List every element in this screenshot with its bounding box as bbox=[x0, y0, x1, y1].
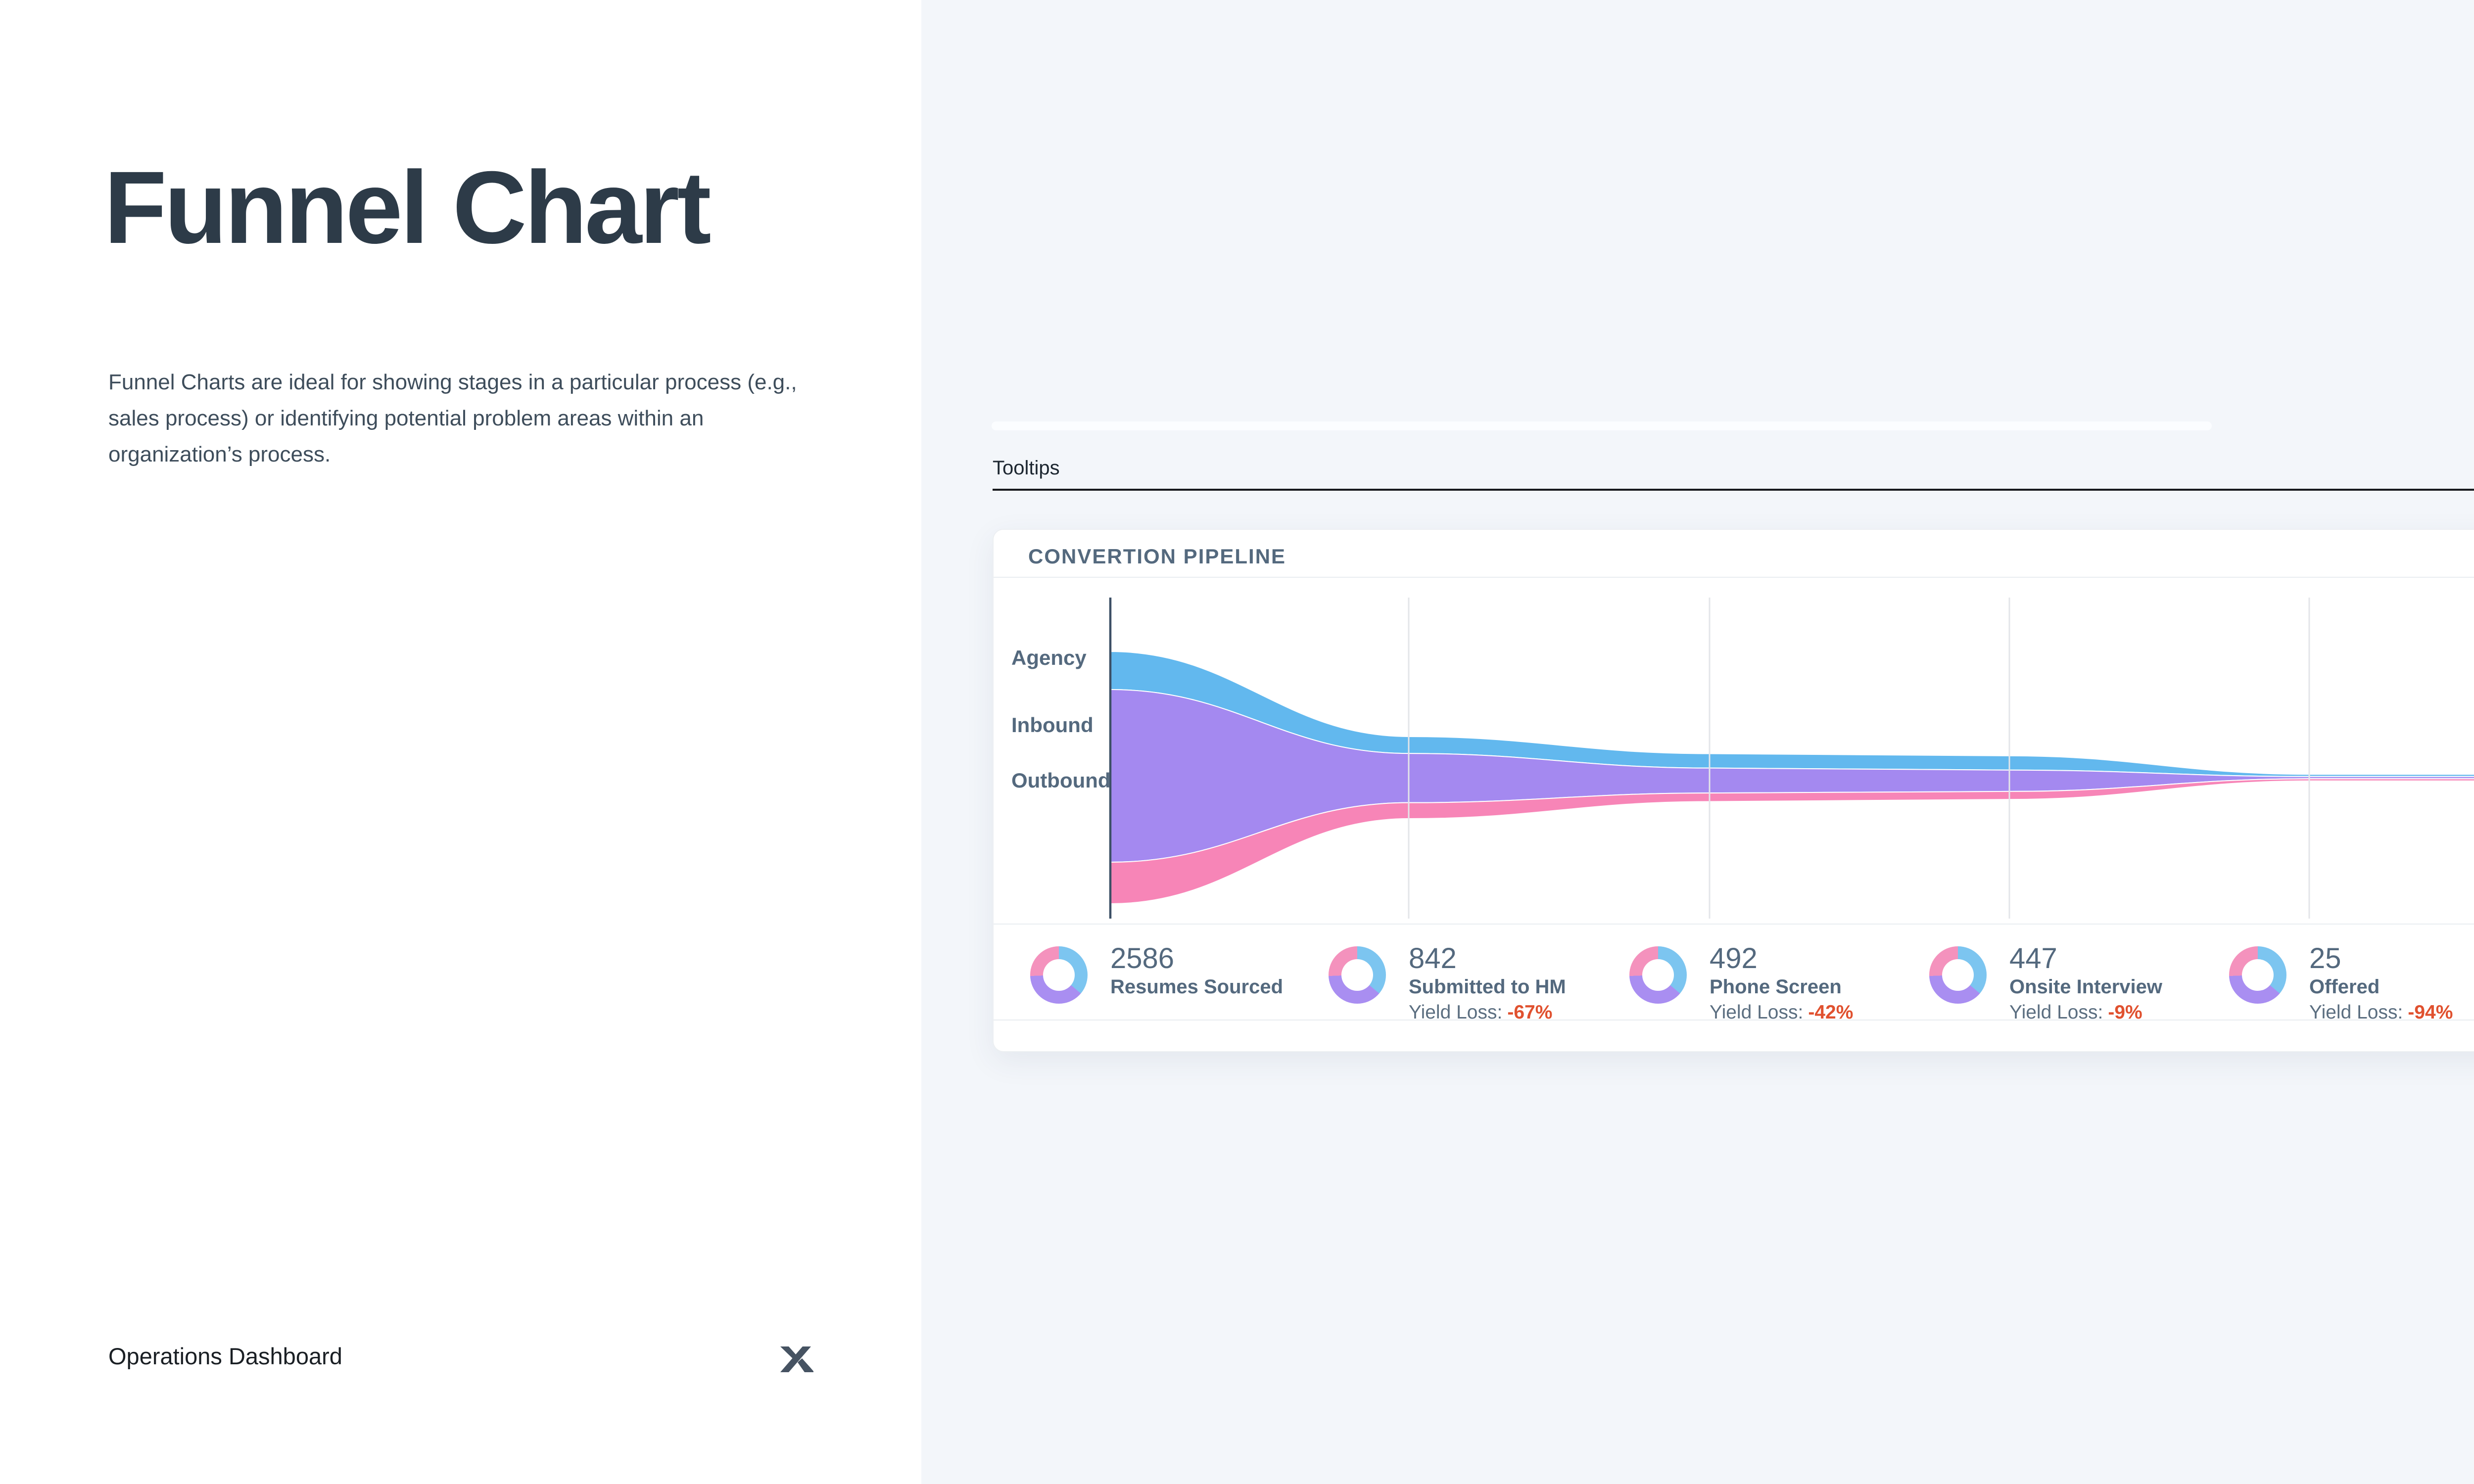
metric-value: -67% bbox=[1507, 1002, 1553, 1023]
stage-stat-1: 2586 Resumes Sourced bbox=[1030, 943, 1283, 1004]
stage-metric: Yield Loss: -67% bbox=[1409, 1000, 1566, 1025]
stage-label: Resumes Sourced bbox=[1110, 976, 1284, 998]
card-title: CONVERTION PIPELINE bbox=[1028, 545, 1286, 568]
funnel-svg[interactable] bbox=[994, 579, 2474, 924]
conversion-pipeline-card: CONVERTION PIPELINE Agency Inbound Outboun… bbox=[993, 529, 2474, 1052]
section-divider bbox=[993, 489, 2474, 491]
axis-label-outbound: Outbound bbox=[1011, 769, 1111, 792]
metric-label: Yield Loss: bbox=[1710, 1002, 1804, 1023]
x-logo-icon bbox=[780, 1346, 813, 1372]
chart-stats-divider bbox=[994, 924, 2474, 925]
stage-metric: Yield Loss: -94% bbox=[2309, 1000, 2453, 1025]
left-panel: Funnel Chart Funnel Charts are ideal for… bbox=[0, 0, 921, 1484]
stage-stat-2: 842 Submitted to HM Yield Loss: -67% bbox=[1329, 943, 1566, 1025]
stage-label: Offered bbox=[2309, 976, 2380, 998]
funnel-chart[interactable]: Agency Inbound Outbound bbox=[994, 579, 2474, 924]
stage-stat-4: 447 Onsite Interview Yield Loss: -9% bbox=[1929, 943, 2162, 1025]
donut-icon bbox=[1329, 946, 1386, 1004]
stage-metric: Yield Loss: -42% bbox=[1710, 1000, 1853, 1025]
stage-metric: Yield Loss: -9% bbox=[2009, 1000, 2162, 1025]
stage-value: 492 bbox=[1710, 942, 1758, 974]
footer-dashboard-label: Operations Dashboard bbox=[108, 1343, 342, 1369]
metric-label: Yield Loss: bbox=[2009, 1002, 2103, 1023]
axis-label-agency: Agency bbox=[1011, 646, 1087, 669]
stage-stat-5: 25 Offered Yield Loss: -94% bbox=[2229, 943, 2453, 1025]
funnel-band-outbound[interactable] bbox=[1110, 778, 2474, 904]
stage-value: 25 bbox=[2309, 942, 2341, 974]
stage-label: Onsite Interview bbox=[2009, 976, 2162, 998]
metric-value: -94% bbox=[2408, 1002, 2453, 1023]
card-header: CONVERTION PIPELINE bbox=[994, 530, 2474, 578]
stage-value: 447 bbox=[2009, 942, 2057, 974]
donut-icon bbox=[1629, 946, 1687, 1004]
page-description: Funnel Charts are ideal for showing stag… bbox=[108, 370, 797, 466]
metric-value: -9% bbox=[2108, 1002, 2142, 1023]
stage-label: Phone Screen bbox=[1710, 976, 1842, 998]
metric-label: Yield Loss: bbox=[2309, 1002, 2403, 1023]
stage-value: 2586 bbox=[1110, 942, 1175, 974]
donut-icon bbox=[1030, 946, 1088, 1004]
stage-value: 842 bbox=[1409, 942, 1457, 974]
previous-card-edge bbox=[992, 421, 2212, 430]
metric-label: Yield Loss: bbox=[1409, 1002, 1503, 1023]
metric-value: -42% bbox=[1808, 1002, 1854, 1023]
stage-stat-3: 492 Phone Screen Yield Loss: -42% bbox=[1629, 943, 1853, 1025]
donut-icon bbox=[1929, 946, 1987, 1004]
donut-icon bbox=[2229, 946, 2286, 1004]
section-label-tooltips: Tooltips bbox=[993, 457, 1060, 479]
stage-label: Submitted to HM bbox=[1409, 976, 1566, 998]
page-title: Funnel Chart bbox=[104, 150, 712, 265]
axis-label-inbound: Inbound bbox=[1011, 713, 1094, 737]
